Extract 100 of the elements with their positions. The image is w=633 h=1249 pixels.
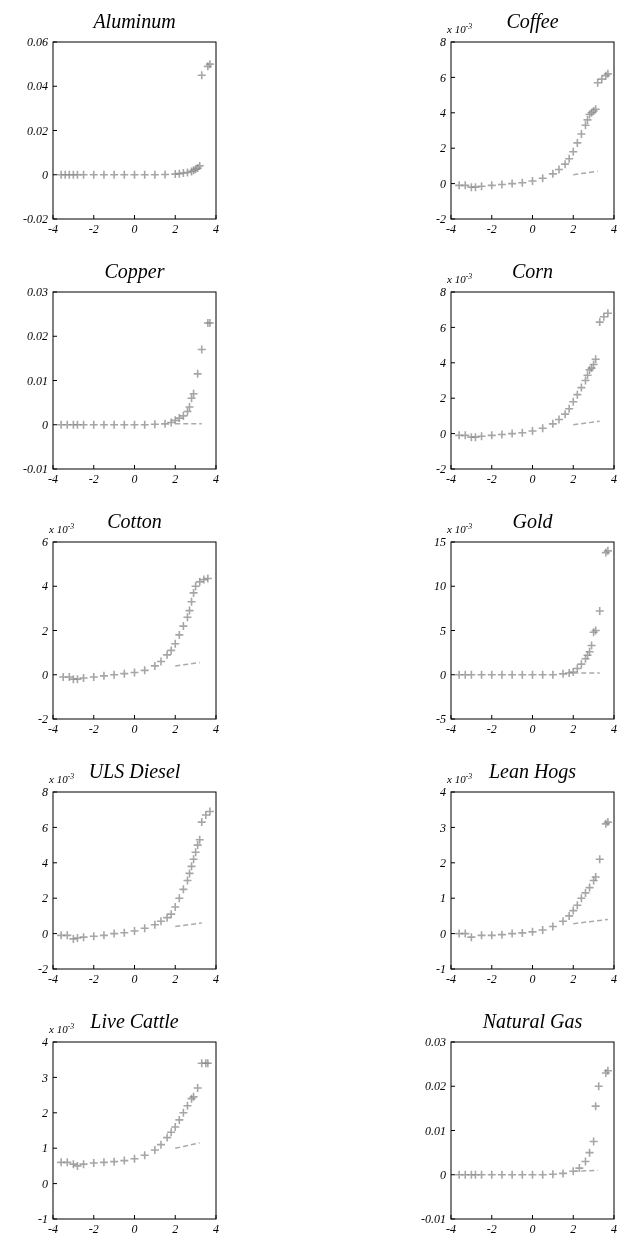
x-tick-label: 4 [213,472,219,486]
point [560,159,570,169]
y-tick-label: 4 [440,106,446,120]
point [486,669,497,680]
y-tick-label: 1 [440,891,446,906]
y-tick-label: 0 [42,667,48,682]
y-tick-label: 4 [42,856,48,870]
point [507,669,517,680]
point [150,919,160,930]
point [166,1127,176,1138]
x-tick-label: -4 [446,472,456,486]
y-tick-label: 0.01 [27,373,48,388]
chart-title: Corn [511,260,554,282]
point [548,169,558,179]
y-tick-label: -0.02 [23,212,48,227]
y-tick-label: 0.02 [27,123,48,138]
x-tick-label: -4 [446,722,456,736]
x-tick-label: 2 [172,972,179,986]
point [592,77,603,88]
x-tick-label: 2 [172,722,179,736]
y-tick-label: 3 [439,820,446,835]
point [196,817,207,827]
y-tick-label: 0.03 [27,285,48,300]
x-tick-label: 0 [131,472,138,486]
x-tick-label: 0 [529,972,536,986]
x-tick-label: -2 [486,222,497,236]
y-tick-label: 0 [42,926,48,941]
point [170,638,181,649]
point [548,669,558,680]
point [109,169,119,180]
point [88,169,99,180]
y-tick-label: 2 [440,391,446,406]
point [150,1145,160,1155]
x-tick-label: 0 [529,722,536,736]
x-tick-label: -2 [88,222,99,236]
point [497,669,507,680]
text: x 10$^{-3}$ [48,771,75,785]
point [486,1169,497,1180]
y-tick-label: 0 [440,426,446,441]
x-tick-label: -4 [48,972,58,986]
point [497,1169,507,1180]
y-tick-label: 2 [42,623,48,638]
y-tick-label: -1 [436,962,446,977]
chart-title: Lean Hogs [487,760,577,783]
chart-title: Live Cattle [89,1010,179,1032]
text: x 10$^{-3}$ [446,271,473,285]
point [196,70,207,80]
point [558,916,568,927]
point [560,409,570,419]
point [558,669,568,679]
x-tick-label: -4 [446,972,456,986]
point [507,1169,517,1180]
point [593,1081,604,1092]
point [170,1122,181,1132]
point [170,902,181,912]
point [594,606,605,616]
y-tick-label: 2 [440,856,446,870]
x-tick-label: -4 [446,1222,456,1236]
y-tick-label: 4 [42,579,48,594]
x-tick-label: -2 [88,722,99,736]
point [109,669,119,680]
y-tick-label: -1 [38,1212,48,1227]
y-tick-label: 0 [440,667,446,682]
point [166,909,176,919]
y-tick-label: 5 [440,623,446,638]
chart-title: Aluminum [91,10,176,32]
y-tick-label: 1 [42,1141,48,1156]
point [548,419,558,429]
x-tick-label: 2 [172,222,179,236]
point [162,650,172,660]
point [88,672,99,682]
x-tick-label: 4 [611,972,617,986]
point [150,169,160,180]
y-tick-label: 0 [440,926,446,941]
x-tick-label: 4 [611,1222,617,1236]
y-tick-label: 0 [440,176,446,191]
point [201,810,211,820]
point [88,419,99,430]
x-tick-label: 0 [529,472,536,486]
x-tick-label: -2 [88,972,99,986]
x-tick-label: -2 [486,972,497,986]
point [594,854,605,865]
x-tick-label: 0 [131,972,138,986]
x-tick-label: 4 [611,472,617,486]
y-tick-label: 6 [42,820,48,835]
y-tick-label: 3 [41,1070,48,1085]
x-tick-label: 2 [570,1222,577,1236]
point [194,834,205,845]
point [160,419,170,429]
x-tick-label: 0 [131,1222,138,1236]
x-tick-label: -2 [88,1222,99,1236]
y-tick-label: 0.03 [425,1035,446,1050]
text: x 10$^{-3}$ [48,521,75,535]
chart-title: Copper [104,260,165,283]
chart-title: Coffee [506,10,559,33]
x-tick-label: 2 [570,472,577,486]
point [156,916,166,927]
point [599,311,609,322]
x-tick-label: -2 [88,472,99,486]
y-tick-label: 2 [440,141,446,156]
